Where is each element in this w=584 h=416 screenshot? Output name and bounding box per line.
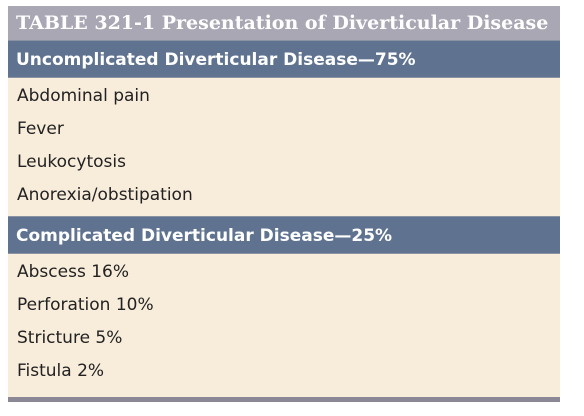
list-item-fever: Fever [17, 119, 64, 139]
table-title: TABLE 321-1 Presentation of Diverticular… [8, 6, 560, 40]
complicated-list: Abscess 16% Perforation 10% Stricture 5%… [8, 254, 560, 392]
list-item-anorexia-obstipation: Anorexia/obstipation [17, 185, 193, 205]
list-item-leukocytosis: Leukocytosis [17, 152, 126, 172]
list-item-perforation: Perforation 10% [17, 295, 154, 315]
uncomplicated-list: Abdominal pain Fever Leukocytosis Anorex… [8, 78, 560, 216]
list-item-abdominal-pain: Abdominal pain [17, 86, 150, 106]
list-item-abscess: Abscess 16% [17, 262, 129, 282]
section-header-complicated: Complicated Diverticular Disease—25% [8, 216, 560, 254]
section-header-uncomplicated: Uncomplicated Diverticular Disease—75% [8, 40, 560, 78]
list-item-stricture: Stricture 5% [17, 328, 123, 348]
bottom-rule [8, 397, 560, 402]
table-321-1: TABLE 321-1 Presentation of Diverticular… [8, 6, 560, 402]
list-item-fistula: Fistula 2% [17, 361, 105, 381]
